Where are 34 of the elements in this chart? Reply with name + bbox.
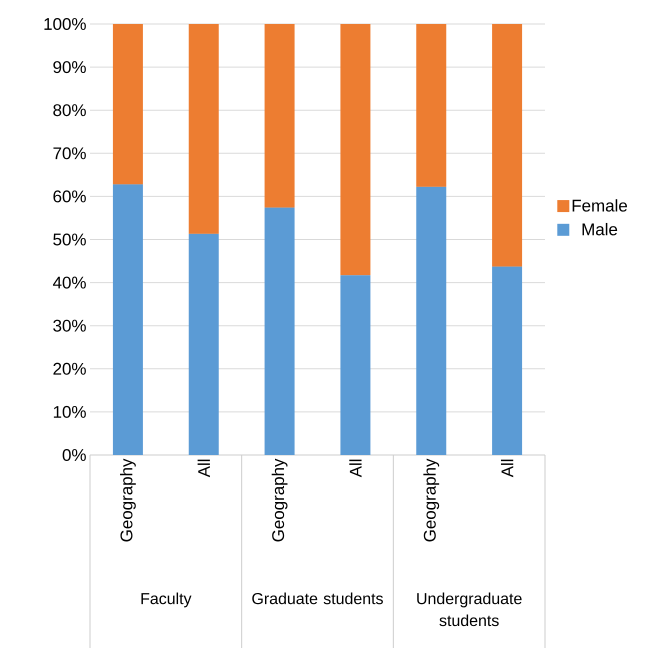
x-tick-label: All [349,460,362,478]
x-tick-label: Geography [423,458,440,542]
y-tick-label: 30% [53,320,86,332]
y-tick-label: 20% [53,362,86,375]
y-tick-label: 80% [53,104,86,116]
legend-label: Female [572,199,628,212]
bar [188,234,219,455]
text: Undergraduate students [417,592,522,626]
text: Graduate students [252,592,383,604]
bar [112,24,143,184]
legend-label: Male [582,222,618,236]
y-tick-label: 50% [53,234,86,246]
bar [264,208,295,455]
bar [188,24,219,234]
x-tick-label: All [198,460,210,478]
y-tick-label: 40% [52,276,86,289]
bar [340,24,370,276]
text: Faculty [141,592,192,608]
y-tick-label: 60% [53,190,86,202]
y-tick-label: 0% [62,449,86,461]
x-tick-label: Geography [120,458,136,542]
bar [264,24,295,208]
bar [416,186,446,455]
x-tick-label: All [500,460,514,478]
bar [340,275,370,455]
y-tick-label: 70% [53,147,86,160]
bar [416,24,446,187]
y-tick-label: 90% [53,61,86,74]
x-tick-label: Geography [272,458,288,542]
bar [492,266,522,455]
bar [112,184,143,455]
y-tick-label: 100% [44,18,86,30]
bar [492,24,522,267]
y-tick-label: 10% [54,406,86,418]
